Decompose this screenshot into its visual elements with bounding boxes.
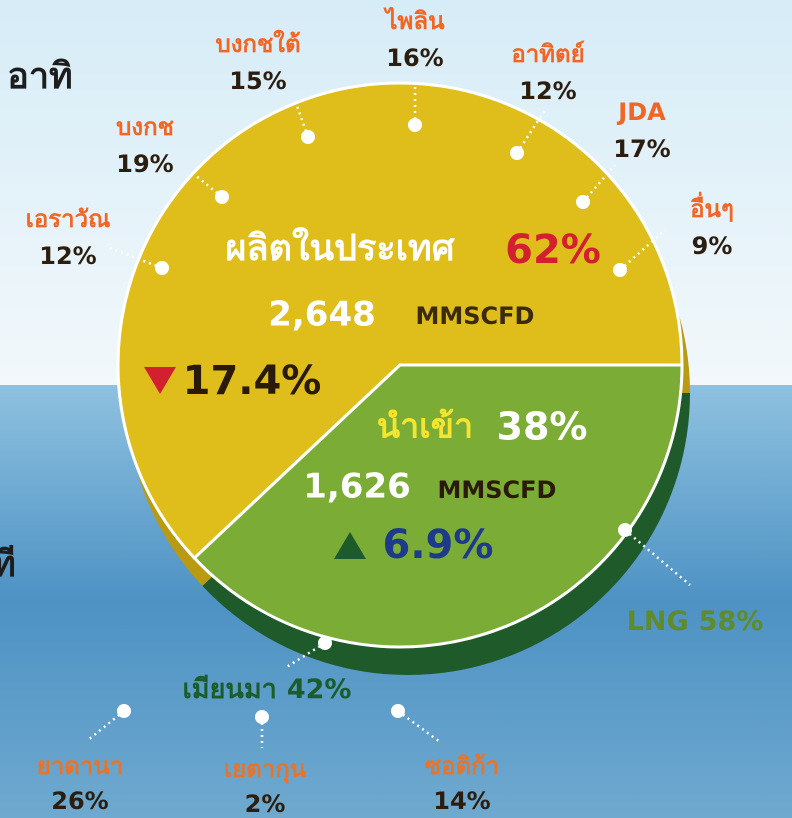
- source-percent: 42%: [287, 674, 352, 705]
- source-name: บงกช: [116, 113, 174, 141]
- source-name: เยตากุน: [224, 755, 307, 785]
- leader-dot: [215, 190, 229, 204]
- change: 6.9%: [383, 522, 494, 568]
- leader-dot: [408, 118, 422, 132]
- source-percent: 17%: [613, 135, 670, 163]
- source-percent: 2%: [245, 790, 286, 818]
- slice-percent: 38%: [497, 405, 588, 449]
- source-name: LNG: [627, 606, 689, 637]
- leader-dot: [155, 261, 169, 275]
- source-name: ไพลิน: [382, 6, 445, 35]
- leader-dot: [301, 130, 315, 144]
- leader-dot: [510, 146, 524, 160]
- source-percent: 19%: [116, 150, 173, 178]
- chart: อาทิ ที ผลิตในประเทศ 62% 2,648 MMSCFD 17.4% น…: [0, 0, 792, 818]
- source-percent: 15%: [229, 67, 286, 95]
- source-name: เอราวัณ: [26, 205, 111, 233]
- volume: 2,648: [268, 295, 376, 335]
- source-name: อาทิตย์: [511, 40, 584, 68]
- bg-text: ที: [0, 544, 16, 585]
- slice-name: นำเข้า: [377, 407, 473, 447]
- source-percent: 16%: [386, 44, 443, 72]
- source-percent: 14%: [433, 787, 490, 815]
- leader-dot: [613, 263, 627, 277]
- bg-text: อาทิ: [7, 56, 73, 97]
- leader-dot: [576, 195, 590, 209]
- source-name: บงกชใต้: [215, 29, 300, 58]
- source-name: อื่นๆ: [690, 191, 734, 223]
- source-name: JDA: [616, 98, 666, 126]
- leader-dot: [618, 523, 632, 537]
- volume: 1,626: [303, 467, 411, 507]
- slice-percent: 62%: [505, 227, 601, 273]
- source-label: เมียนมา 42%: [183, 674, 352, 705]
- unit: MMSCFD: [416, 302, 535, 330]
- source-percent: 12%: [519, 77, 576, 105]
- leader-dot: [117, 704, 131, 718]
- unit: MMSCFD: [438, 476, 557, 504]
- slice-name: ผลิตในประเทศ: [225, 226, 455, 269]
- source-percent: 26%: [51, 787, 108, 815]
- leader-dot: [318, 636, 332, 650]
- source-percent: 58%: [699, 606, 764, 637]
- leader-dot: [391, 704, 405, 718]
- change: 17.4%: [183, 358, 322, 404]
- leader-dot: [255, 710, 269, 724]
- source-name: ยาดานา: [37, 752, 123, 780]
- source-name: เมียนมา: [183, 674, 277, 705]
- source-percent: 9%: [692, 232, 733, 260]
- source-name: ซอติก้า: [425, 752, 499, 780]
- source-percent: 12%: [39, 242, 96, 270]
